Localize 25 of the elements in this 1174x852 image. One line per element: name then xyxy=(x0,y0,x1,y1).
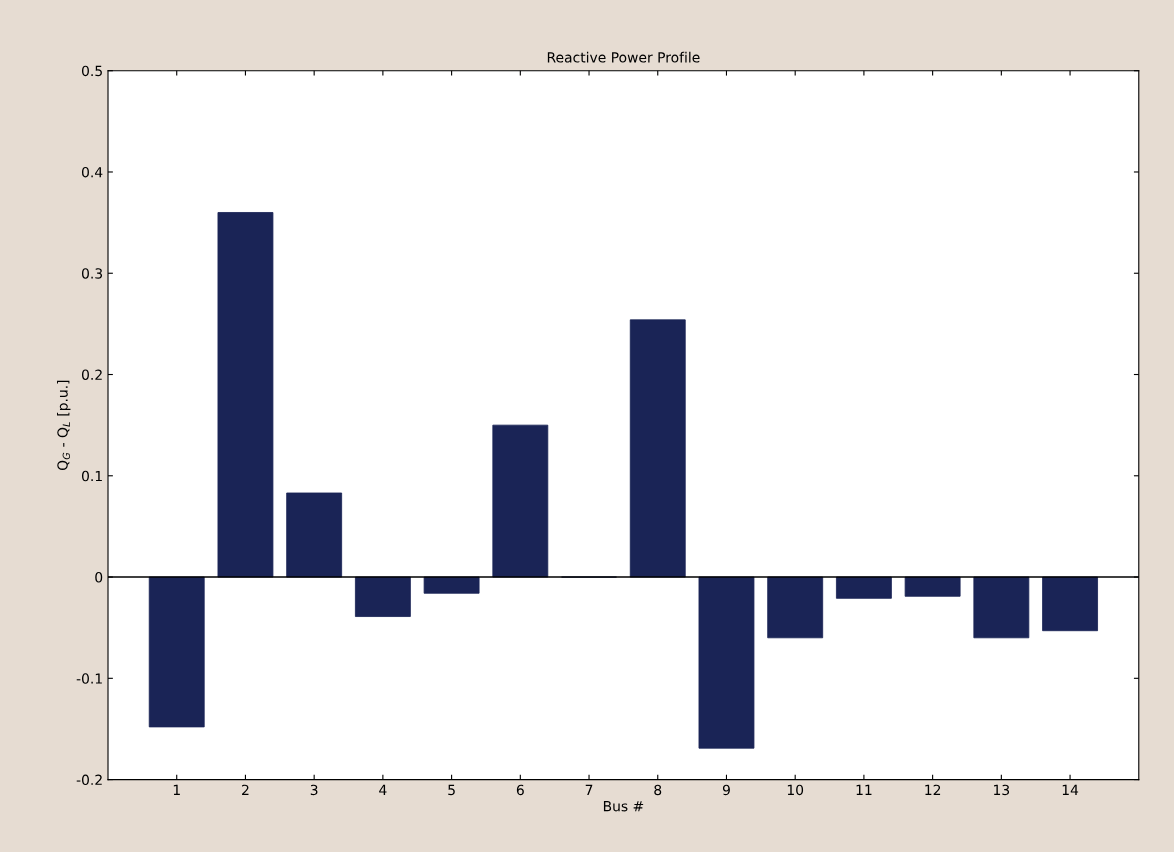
x-tick-label: 14 xyxy=(1062,784,1079,795)
y-tick-label: -0.1 xyxy=(76,673,102,684)
y-tick-label: -0.2 xyxy=(76,774,102,786)
x-tick-label: 12 xyxy=(925,784,941,795)
chart-title: Reactive Power Profile xyxy=(547,51,700,63)
y-tick-label: 0.5 xyxy=(81,65,102,77)
y-tick-label: 0.2 xyxy=(81,369,102,380)
y-axis-title: Q$_{G}$ - Q$_{L}$ [p.u.] xyxy=(57,380,71,471)
x-tick-label: 9 xyxy=(722,784,730,796)
y-tick-label: 0.4 xyxy=(81,166,103,178)
x-tick-label: 8 xyxy=(654,784,662,796)
x-tick-label: 3 xyxy=(310,784,318,796)
x-tick-label: 7 xyxy=(585,784,593,795)
x-axis-title: Bus # xyxy=(603,801,644,812)
x-tick-label: 10 xyxy=(787,784,804,796)
x-tick-label: 11 xyxy=(856,784,872,795)
x-tick-label: 13 xyxy=(994,784,1010,796)
y-tick-label: 0.3 xyxy=(81,268,103,279)
x-tick-label: 2 xyxy=(242,784,249,795)
x-tick-label: 6 xyxy=(516,784,524,796)
y-tick-label: 0.1 xyxy=(81,470,102,482)
y-tick-label: 0 xyxy=(95,572,103,583)
x-tick-label: 5 xyxy=(448,784,455,796)
x-tick-label: 1 xyxy=(173,784,180,795)
x-tick-label: 4 xyxy=(379,784,387,795)
